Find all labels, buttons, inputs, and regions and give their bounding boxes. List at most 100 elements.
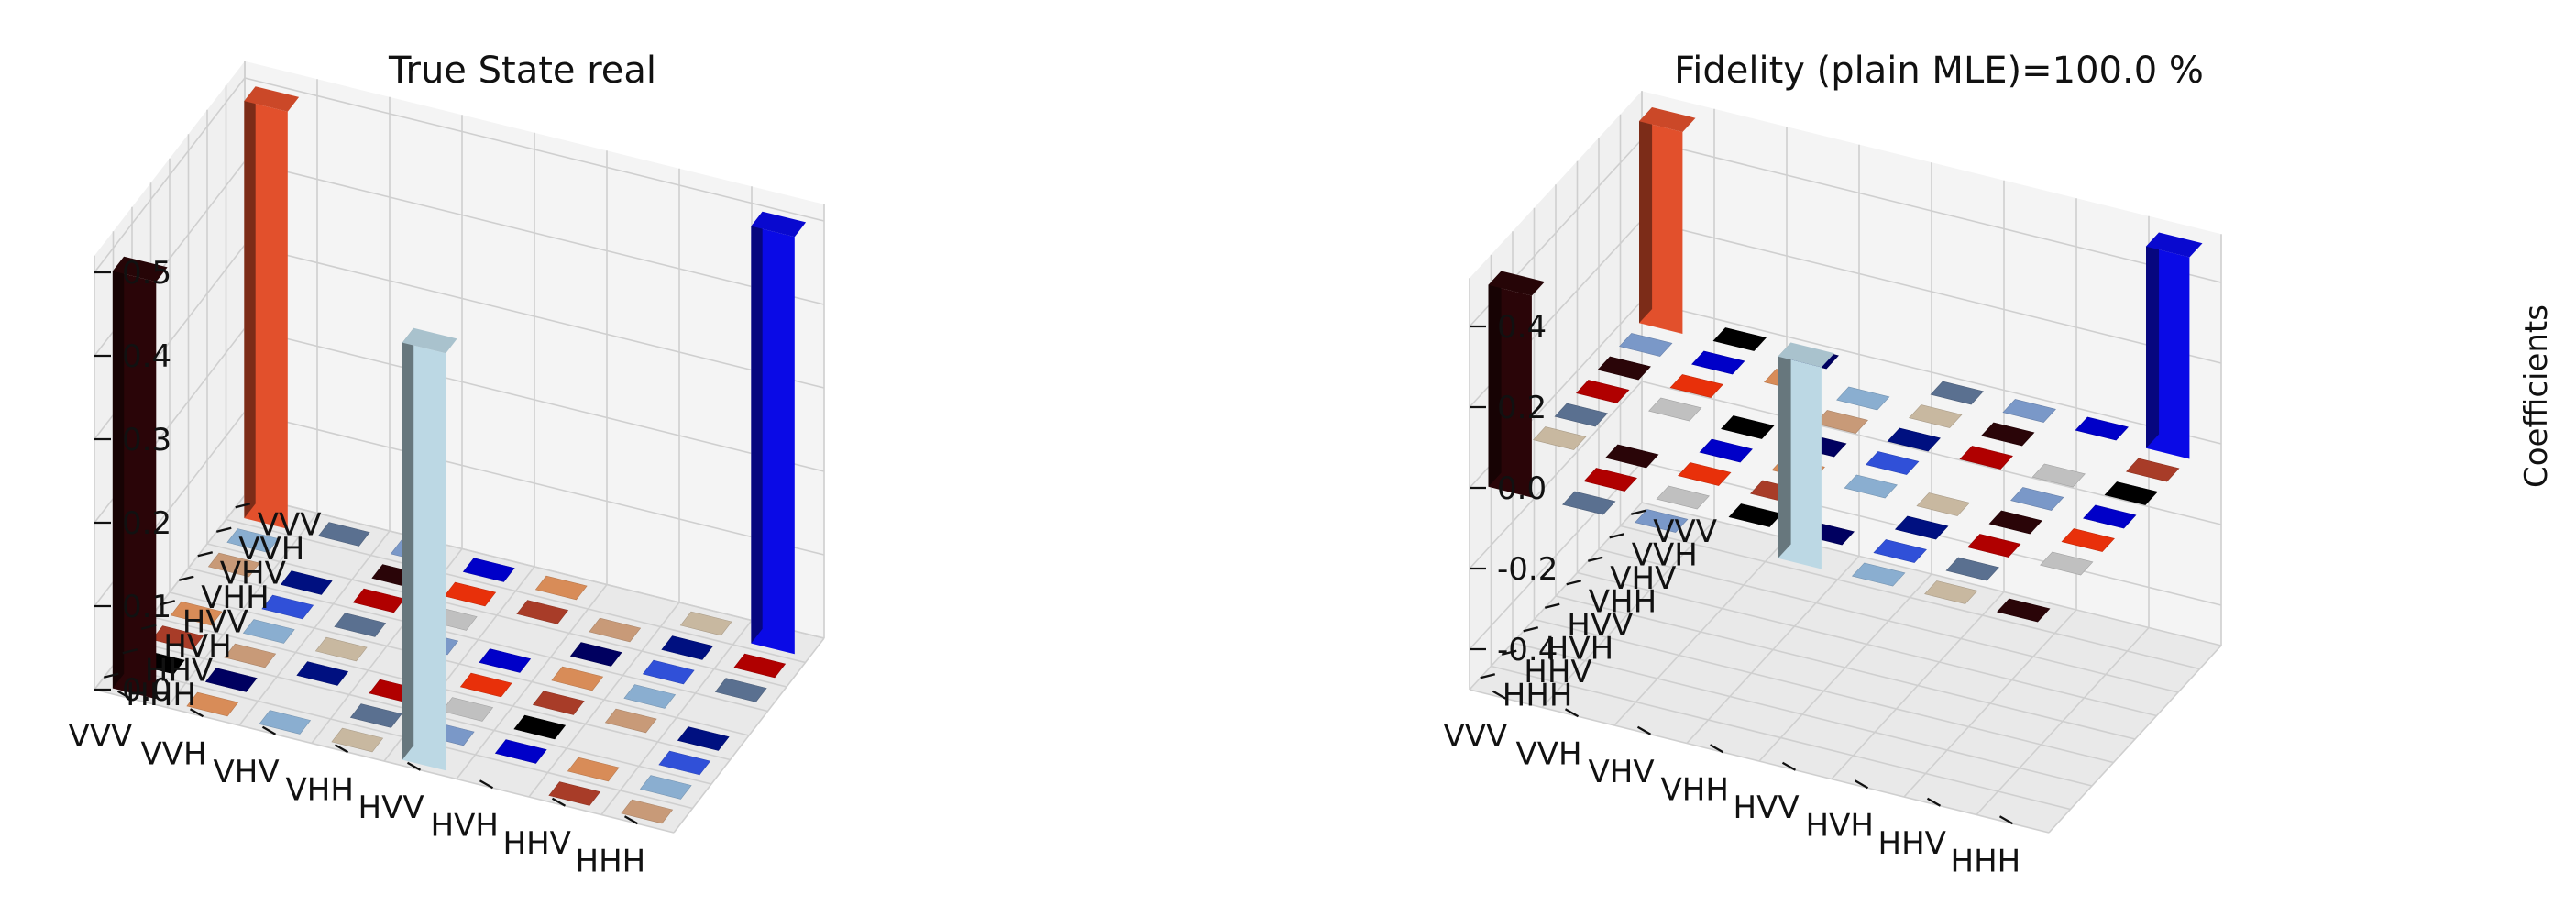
floor-tile — [1836, 386, 1890, 411]
floor-tile — [1576, 380, 1630, 403]
panel-fidelity: HHHHHVHVHHVVVHHVHVVVHVVVHHHHHVHVHHVVVHHV… — [1444, 50, 2556, 879]
floor-tile — [548, 781, 601, 806]
floor-grid-line — [1577, 571, 2157, 717]
y-tick-mark — [1609, 533, 1625, 539]
y-tick-label: VVH — [238, 531, 304, 568]
floor-tile — [2126, 458, 2180, 482]
floor-tile — [352, 588, 405, 613]
floor-tile — [1997, 598, 2051, 623]
floor-grid-line — [238, 530, 391, 726]
bar-top-face — [1778, 342, 1834, 368]
bar-VVV-VVV — [244, 86, 300, 529]
y-tick-mark — [122, 648, 138, 655]
x-tick-label: VHH — [286, 771, 354, 808]
floor-tile — [170, 601, 223, 626]
floor-tile — [1648, 397, 1702, 422]
x-tick-mark — [1709, 744, 1724, 754]
floor-tile — [186, 691, 239, 717]
bar-top-face — [751, 211, 807, 238]
bar-side-face — [402, 327, 414, 760]
floor-tile — [2010, 487, 2064, 511]
floor-grid-line — [1541, 519, 1715, 709]
floor-grid-line — [169, 591, 750, 736]
floor-grid-line — [1686, 555, 1860, 745]
floor-grid-line — [166, 513, 318, 708]
floor-tile — [621, 799, 674, 824]
floor-tile — [623, 684, 677, 709]
floor-tile — [679, 611, 732, 636]
x-tick-mark — [406, 761, 422, 771]
x-tick-mark — [1564, 708, 1580, 718]
floor-tile — [1712, 327, 1767, 351]
floor-tile — [261, 594, 314, 620]
y-tick-label: HHH — [126, 677, 196, 713]
z-tick-label: 0.2 — [122, 505, 171, 542]
y-tick-label: HHH — [1503, 677, 1573, 713]
floor-tile — [1597, 356, 1651, 381]
x-tick-mark — [261, 725, 277, 735]
y-tick-mark — [103, 672, 119, 679]
y-tick-label: VVV — [1653, 514, 1717, 550]
y-tick-mark — [1587, 556, 1603, 562]
x-tick-label: VHV — [214, 754, 280, 790]
floor-tile — [494, 739, 547, 764]
y-tick-mark — [178, 575, 194, 581]
floor-tile — [677, 726, 730, 751]
floor-tile — [1669, 374, 1723, 398]
x-tick-label: VHV — [1589, 754, 1655, 790]
y-tick-mark — [1523, 626, 1539, 633]
floor-tile — [1909, 404, 1963, 428]
floor-tile — [349, 703, 402, 728]
y-tick-mark — [140, 624, 157, 630]
floor-tile — [2031, 463, 2086, 488]
bar-VVV-HHH — [751, 211, 807, 655]
bar-side-face — [244, 86, 256, 519]
floor-tile — [1887, 427, 1941, 452]
z-tick-label: 0.0 — [1497, 470, 1547, 507]
floor-tile — [1554, 403, 1608, 427]
y-tick-mark — [1501, 649, 1517, 656]
y-tick-mark — [1480, 673, 1496, 679]
bar-side-face — [1488, 271, 1502, 487]
x-tick-mark — [1781, 761, 1797, 771]
y-tick-label: HHV — [1524, 654, 1591, 691]
chart-title: Fidelity (plain MLE)=100.0 % — [1674, 50, 2204, 92]
z-axis-label: Coefficients — [2518, 304, 2555, 488]
x-tick-mark — [623, 815, 639, 825]
y-tick-mark — [160, 600, 176, 606]
floor-grid-line — [188, 567, 768, 713]
floor-grid-line — [1555, 595, 2136, 740]
bar-side-face — [1778, 342, 1791, 558]
axes: HHHHHVHVHHVVVHHVHVVVHVVVHHHHHVHVHHVVVHHV… — [69, 255, 646, 879]
floor-tile — [1930, 381, 1984, 405]
floor-grid-line — [1613, 537, 1788, 726]
z-tick-label: -0.2 — [1497, 551, 1558, 588]
y-tick-mark — [197, 551, 214, 558]
x-tick-label: HHV — [1878, 825, 1946, 862]
floor-tile — [296, 661, 349, 686]
y-tick-mark — [1630, 509, 1646, 515]
floor-grid-line — [1469, 502, 1643, 691]
y-tick-label: VVV — [258, 506, 322, 543]
z-tick-label: 0.0 — [122, 672, 171, 709]
floor-tile — [1562, 491, 1616, 515]
z-tick-label: 0.1 — [122, 589, 171, 625]
floor-tile — [1916, 492, 1970, 516]
y-tick-label: VVH — [1632, 536, 1698, 573]
floor-tile — [1583, 468, 1637, 492]
floor-tile — [532, 691, 585, 715]
y-tick-mark — [1566, 580, 1582, 586]
floor-tile — [242, 619, 295, 644]
floor-tile — [1699, 438, 1753, 463]
floor-tile — [733, 653, 787, 679]
bar-HHH-VVV — [1488, 271, 1545, 498]
floor-tile — [151, 625, 204, 650]
floor-tile — [569, 642, 622, 667]
x-tick-mark — [1636, 725, 1652, 735]
x-tick-label: VVV — [69, 718, 133, 755]
x-tick-label: HVV — [1734, 790, 1800, 826]
x-tick-mark — [1492, 690, 1507, 700]
floor-tile — [207, 552, 260, 578]
floor-tile — [1656, 485, 1710, 510]
